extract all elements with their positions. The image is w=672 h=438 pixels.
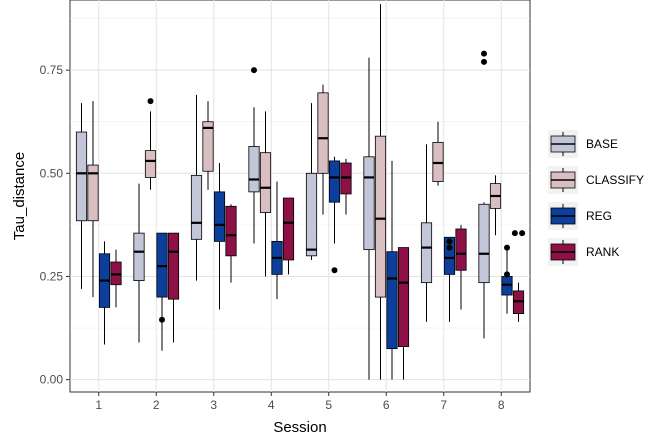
box-base-session-6 bbox=[363, 57, 375, 380]
box-classify-session-8 bbox=[489, 175, 502, 236]
legend-label: RANK bbox=[586, 245, 619, 259]
x-tick-label: 6 bbox=[383, 398, 390, 412]
box-body bbox=[374, 135, 387, 298]
outlier-point bbox=[519, 230, 526, 237]
box-classify-session-2 bbox=[144, 98, 157, 190]
box-body bbox=[443, 236, 456, 275]
box-body bbox=[420, 222, 433, 284]
x-tick-label: 8 bbox=[498, 398, 505, 412]
box-classify-session-7 bbox=[432, 121, 444, 186]
outlier-point bbox=[446, 238, 453, 245]
box-reg-session-1 bbox=[98, 241, 111, 345]
y-tick-label: 0.25 bbox=[40, 269, 64, 283]
x-tick-label: 7 bbox=[440, 398, 447, 412]
outlier-point bbox=[251, 67, 257, 74]
box-rank-session-5 bbox=[340, 158, 352, 215]
outlier-point bbox=[159, 316, 165, 323]
box-reg-session-6 bbox=[386, 160, 398, 380]
outlier-point bbox=[504, 271, 510, 278]
box-reg-session-8 bbox=[501, 244, 513, 314]
x-axis-title: Session bbox=[273, 419, 326, 436]
box-base-session-1 bbox=[75, 103, 88, 289]
legend: BASE CLASSIFY REG RANK bbox=[548, 130, 644, 266]
outlier-point bbox=[481, 58, 487, 65]
box-body bbox=[87, 164, 99, 222]
box-classify-session-6 bbox=[374, 4, 387, 380]
box-rank-session-8 bbox=[511, 230, 526, 322]
outlier-point bbox=[446, 244, 453, 251]
box-classify-session-3 bbox=[202, 101, 214, 190]
legend-item-base: BASE bbox=[548, 130, 618, 158]
box-body bbox=[282, 197, 295, 261]
y-tick-label: 0.75 bbox=[40, 63, 64, 77]
box-classify-session-4 bbox=[259, 111, 272, 277]
box-body bbox=[225, 205, 237, 257]
box-base-session-8 bbox=[478, 50, 490, 339]
box-base-session-7 bbox=[420, 144, 433, 322]
box-body bbox=[167, 232, 180, 300]
box-body bbox=[305, 172, 318, 257]
box-base-session-5 bbox=[305, 103, 318, 260]
outlier-point bbox=[481, 50, 487, 57]
box-body bbox=[455, 228, 467, 271]
y-axis-title: Tau_distance bbox=[11, 152, 28, 240]
legend-item-reg: REG bbox=[548, 202, 612, 230]
box-body bbox=[144, 150, 157, 178]
box-rank-session-6 bbox=[397, 247, 410, 380]
outlier-point bbox=[511, 230, 518, 237]
y-tick-label: 0.00 bbox=[40, 373, 64, 387]
axis-layer: 0.00 0.25 0.50 0.75 1 2 3 4 5 6 7 8 bbox=[40, 63, 505, 412]
legend-item-classify: CLASSIFY bbox=[548, 166, 644, 194]
box-body bbox=[190, 174, 203, 240]
box-body bbox=[202, 121, 214, 172]
box-body bbox=[397, 247, 410, 348]
box-body bbox=[75, 131, 88, 222]
y-tick-label: 0.50 bbox=[40, 166, 64, 180]
box-layer bbox=[75, 4, 526, 380]
box-body bbox=[363, 156, 375, 251]
legend-label: CLASSIFY bbox=[586, 173, 644, 187]
box-rank-session-4 bbox=[282, 197, 295, 275]
box-reg-session-4 bbox=[271, 181, 283, 300]
x-tick-label: 3 bbox=[210, 398, 217, 412]
box-base-session-3 bbox=[190, 94, 203, 281]
box-base-session-4 bbox=[248, 67, 260, 244]
box-classify-session-5 bbox=[317, 84, 329, 215]
box-rank-session-7 bbox=[455, 224, 467, 310]
box-rank-session-2 bbox=[167, 232, 180, 343]
legend-item-rank: RANK bbox=[548, 238, 619, 266]
legend-label: BASE bbox=[586, 137, 618, 151]
outlier-point bbox=[331, 267, 338, 274]
x-tick-label: 2 bbox=[153, 398, 160, 412]
x-tick-label: 1 bbox=[95, 398, 102, 412]
box-rank-session-3 bbox=[225, 204, 237, 283]
x-tick-label: 5 bbox=[325, 398, 332, 412]
box-reg-session-7 bbox=[443, 236, 456, 322]
outlier-point bbox=[147, 98, 154, 105]
box-base-session-2 bbox=[133, 183, 145, 343]
x-tick-label: 4 bbox=[268, 398, 275, 412]
box-rank-session-1 bbox=[110, 249, 122, 308]
box-reg-session-2 bbox=[156, 232, 168, 351]
box-classify-session-1 bbox=[87, 101, 99, 298]
box-body bbox=[328, 160, 341, 203]
box-body bbox=[317, 92, 329, 174]
box-body bbox=[133, 232, 145, 281]
grid-layer bbox=[69, 0, 531, 393]
legend-label: REG bbox=[586, 209, 612, 223]
box-reg-session-5 bbox=[328, 156, 341, 274]
plot-panel bbox=[69, 0, 531, 393]
box-body bbox=[386, 251, 398, 350]
box-body bbox=[213, 191, 226, 242]
box-body bbox=[259, 152, 272, 213]
box-reg-session-3 bbox=[213, 162, 226, 310]
box-body bbox=[478, 203, 490, 284]
outlier-point bbox=[504, 244, 510, 251]
box-body bbox=[248, 146, 260, 193]
